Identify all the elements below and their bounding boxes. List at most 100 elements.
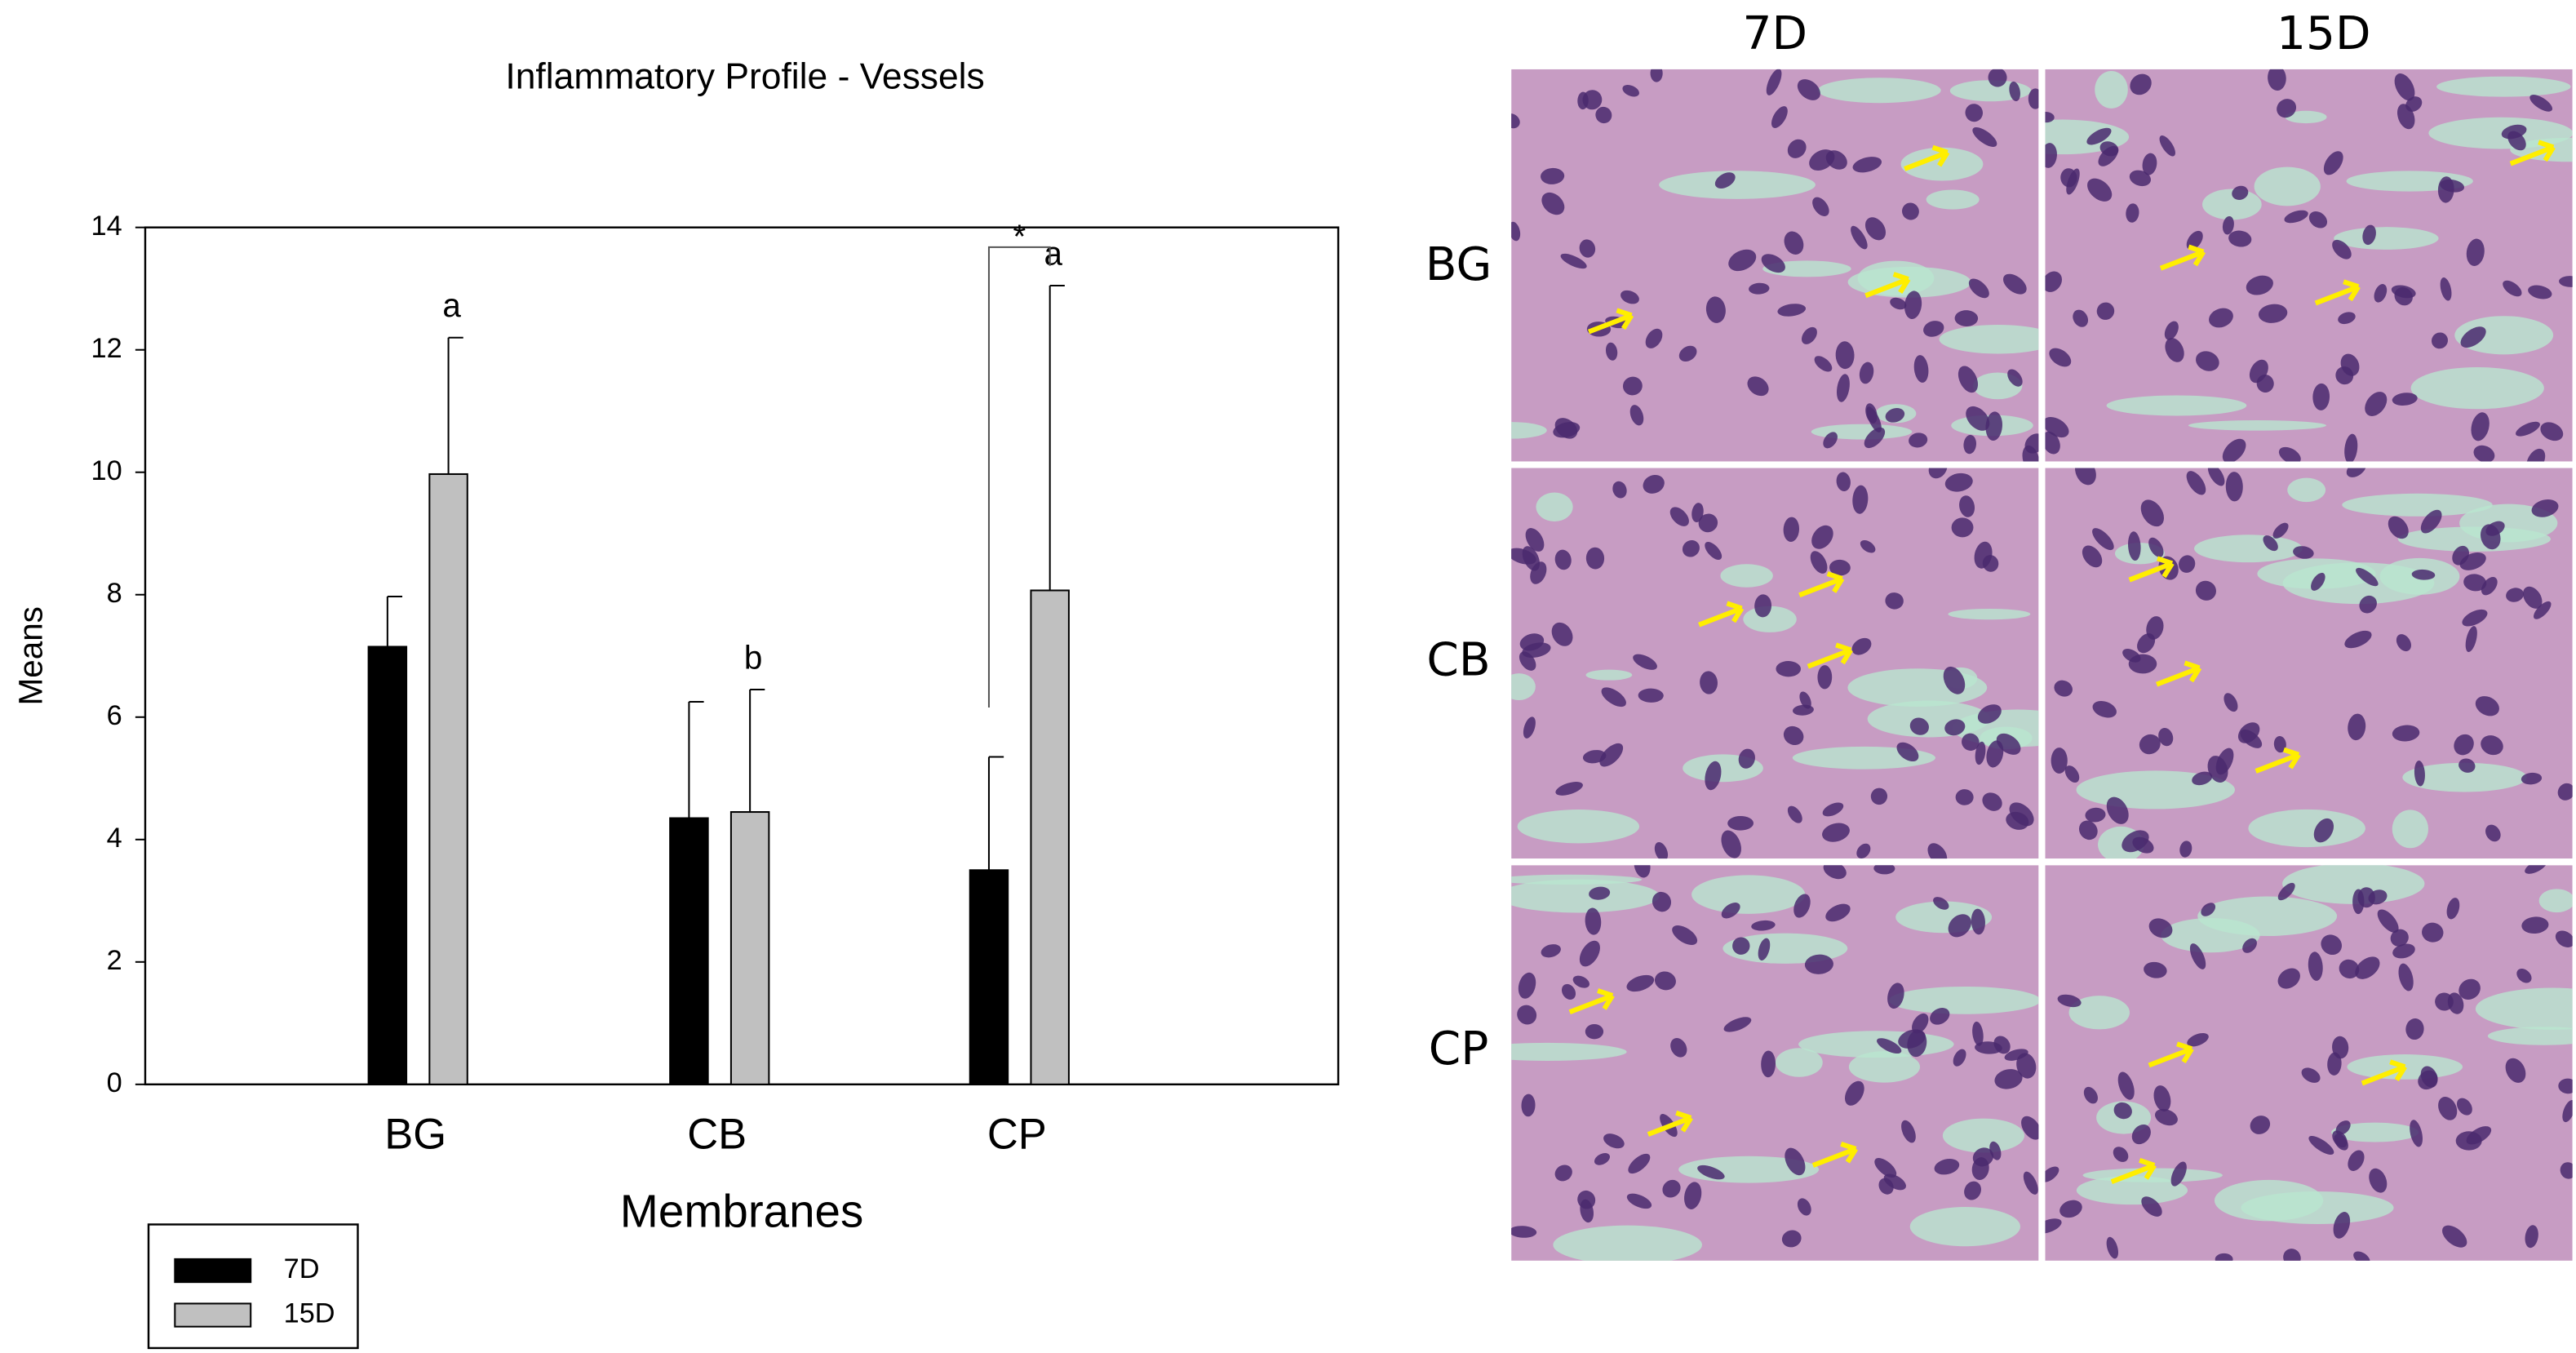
- nucleus: [1787, 139, 1807, 158]
- nucleus: [2465, 626, 2477, 653]
- stroma: [1798, 1031, 1954, 1058]
- nucleus: [2057, 994, 2082, 1008]
- stroma: [1939, 325, 2039, 354]
- nucleus: [2525, 1225, 2538, 1249]
- stroma: [2487, 1027, 2573, 1045]
- nucleus: [1873, 865, 1895, 875]
- nucleus: [2466, 1126, 2492, 1145]
- nucleus: [1943, 666, 1966, 694]
- nucleus: [2277, 882, 2295, 901]
- nucleus: [2187, 1032, 2209, 1047]
- nucleus: [2045, 431, 2060, 455]
- nucleus: [1817, 665, 1833, 690]
- nucleus: [1672, 925, 1698, 945]
- nucleus: [1670, 1037, 1687, 1058]
- nucleus: [1621, 290, 1639, 304]
- nucleus: [2505, 1058, 2526, 1083]
- nucleus: [1585, 907, 1602, 935]
- nucleus: [1954, 310, 1979, 326]
- nucleus: [1749, 282, 1770, 295]
- stroma: [2076, 1176, 2188, 1205]
- nucleus: [2526, 448, 2546, 462]
- nucleus: [1787, 805, 1802, 823]
- tissue: [1511, 468, 2039, 859]
- nucleus: [1595, 106, 1612, 124]
- nucleus: [2321, 934, 2342, 956]
- nucleus: [2129, 170, 2151, 187]
- annotation: a: [1044, 234, 1062, 272]
- nucleus: [2531, 499, 2559, 517]
- nucleus: [2516, 969, 2532, 983]
- nucleus: [2126, 203, 2139, 223]
- nucleus: [1541, 944, 1561, 958]
- nucleus: [2462, 609, 2488, 627]
- nucleus: [2098, 145, 2118, 166]
- nucleus: [2139, 734, 2161, 755]
- stroma: [1889, 986, 2039, 1014]
- legend-label: 15D: [284, 1298, 335, 1329]
- stroma: [2188, 420, 2327, 431]
- nucleus: [1603, 1133, 1625, 1149]
- nucleus: [2083, 1086, 2098, 1104]
- nucleus: [2525, 865, 2547, 874]
- nucleus: [2435, 992, 2454, 1011]
- nucleus: [1662, 1179, 1681, 1198]
- nucleus: [1865, 403, 1878, 424]
- nucleus: [2195, 580, 2216, 601]
- nucleus: [1953, 1049, 1966, 1067]
- nucleus: [2311, 572, 2325, 591]
- micrograph-texture: [1511, 468, 2039, 859]
- nucleus: [2051, 747, 2068, 774]
- y-tick-label: 0: [107, 1067, 122, 1098]
- nucleus: [2064, 765, 2080, 783]
- nucleus: [1912, 1013, 1929, 1034]
- nucleus: [1860, 539, 1876, 553]
- stroma: [1848, 1051, 1921, 1083]
- nucleus: [1898, 1029, 1926, 1049]
- nucleus: [2344, 630, 2372, 649]
- nucleus: [1628, 1153, 1651, 1174]
- annotation: a: [442, 286, 461, 324]
- nucleus: [2189, 943, 2206, 969]
- nucleus: [2192, 771, 2213, 786]
- nucleus: [2480, 524, 2501, 550]
- nucleus: [1930, 1008, 1950, 1025]
- nucleus: [1629, 405, 1644, 426]
- row-label: CP: [1429, 1023, 1489, 1076]
- stroma: [2334, 227, 2439, 250]
- arrow: [2128, 556, 2175, 583]
- stroma: [2106, 395, 2247, 416]
- nucleus: [2454, 734, 2474, 756]
- nucleus: [2410, 1120, 2423, 1147]
- micrograph-texture: [1511, 865, 2039, 1261]
- nucleus: [1761, 254, 1785, 273]
- legend-swatch: [174, 1302, 252, 1328]
- nucleus: [2022, 445, 2039, 462]
- x-tick-label: CP: [987, 1110, 1047, 1158]
- nucleus: [2164, 321, 2179, 340]
- nucleus: [1771, 106, 1788, 128]
- nucleus: [2394, 286, 2413, 306]
- chart-title: Inflammatory Profile - Vessels: [505, 57, 984, 97]
- nucleus: [2148, 537, 2164, 557]
- nucleus: [1836, 472, 1851, 492]
- nucleus: [2312, 383, 2330, 410]
- nucleus: [2179, 555, 2196, 573]
- nucleus: [2242, 938, 2257, 953]
- nucleus: [2555, 930, 2573, 947]
- nucleus: [2207, 756, 2228, 783]
- nucleus: [2293, 546, 2314, 559]
- nucleus: [2308, 211, 2328, 228]
- nucleus: [2332, 1036, 2349, 1059]
- nucleus: [1944, 472, 1973, 492]
- nucleus: [2002, 273, 2027, 295]
- nucleus: [1963, 434, 1976, 455]
- nucleus: [1959, 495, 1975, 517]
- nucleus: [2283, 1249, 2301, 1261]
- nucleus: [1650, 69, 1663, 82]
- nucleus: [2272, 522, 2289, 539]
- nucleus: [2459, 758, 2476, 773]
- nucleus: [2144, 961, 2167, 978]
